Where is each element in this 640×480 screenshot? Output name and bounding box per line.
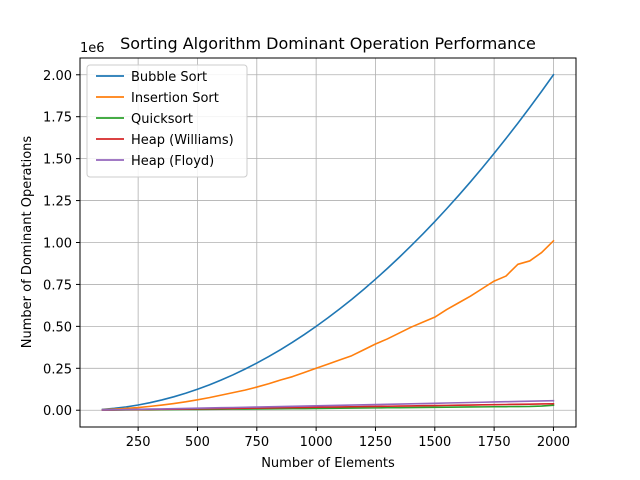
y-tick-label: 1.50 (43, 153, 72, 168)
chart-title: Sorting Algorithm Dominant Operation Per… (120, 34, 536, 53)
y-tick-label: 1.00 (43, 237, 72, 252)
x-tick-label: 250 (126, 435, 151, 450)
series-line-insertion-sort (101, 239, 555, 411)
series-line-bubble-sort (101, 73, 555, 411)
legend: Bubble Sort Insertion Sort Quicksort Heap (… (86, 64, 248, 178)
x-tick-label: 1750 (478, 435, 511, 450)
series-layer (101, 73, 555, 411)
y-tick-label: 0.25 (43, 362, 72, 377)
x-axis-label: Number of Elements (261, 456, 395, 471)
y-tick-label: 2.00 (43, 69, 72, 84)
y-tick-label: 0.75 (43, 278, 72, 293)
legend-entry-label: Bubble Sort (131, 70, 207, 85)
legend-entry-label: Heap (Floyd) (131, 154, 214, 169)
x-tick-label: 1250 (359, 435, 392, 450)
legend-entry-label: Heap (Williams) (131, 133, 234, 148)
x-tick-label: 2000 (537, 435, 570, 450)
x-tick-label: 1500 (418, 435, 451, 450)
grid-lines (80, 58, 576, 427)
series-line-heap-floyd (101, 399, 555, 411)
x-tick-label: 500 (185, 435, 210, 450)
y-axis-label: Number of Dominant Operations (20, 136, 35, 349)
x-tick-label: 1000 (300, 435, 333, 450)
y-tick-label: 0.50 (43, 320, 72, 335)
y-axis-ticks: 0.00 0.25 0.50 0.75 1.00 1.25 1.50 1.75 2.00 (43, 69, 80, 419)
x-axis-ticks: 250 500 750 1000 1250 1500 1750 2000 (126, 427, 570, 450)
y-axis-offset-label: 1e6 (80, 41, 105, 56)
legend-entry-label: Insertion Sort (131, 91, 219, 106)
y-tick-label: 1.25 (43, 195, 72, 210)
legend-entry-label: Quicksort (131, 112, 193, 127)
y-tick-label: 1.75 (43, 111, 72, 126)
legend-box (86, 64, 248, 178)
y-tick-label: 0.00 (43, 404, 72, 419)
x-tick-label: 750 (244, 435, 269, 450)
